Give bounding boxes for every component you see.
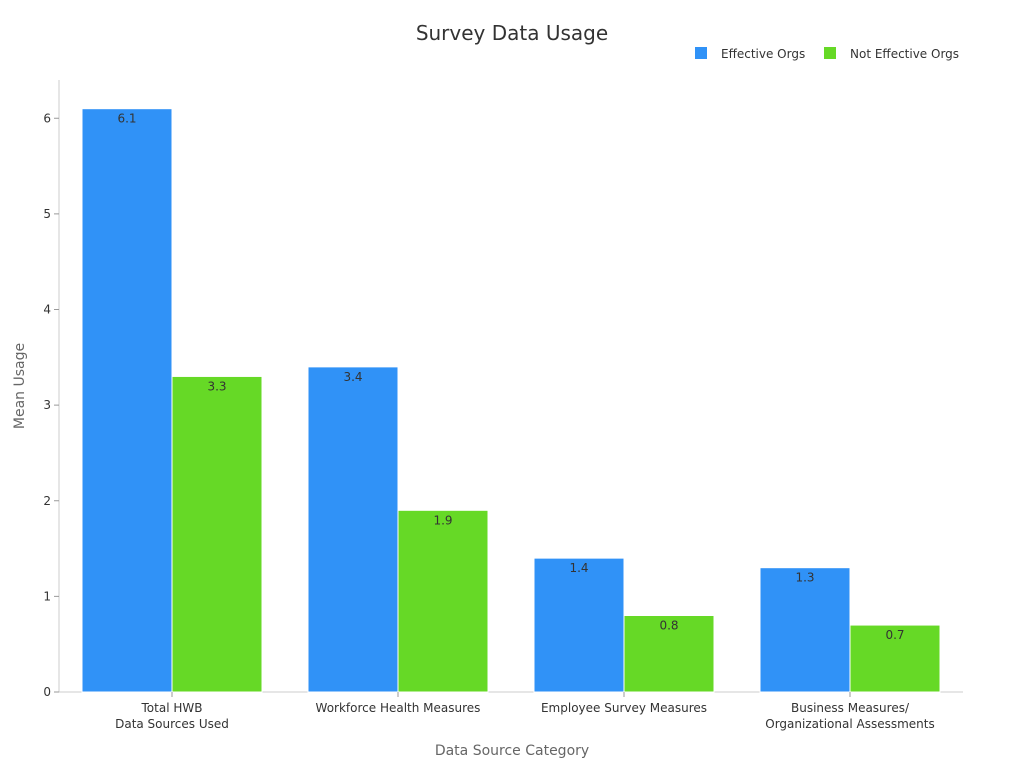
x-tick-label: Workforce Health Measures	[316, 701, 481, 715]
data-labels: 6.1 3.4 1.4 1.3 3.3 1.9 0.8 0.7	[117, 112, 904, 642]
legend: Effective Orgs Not Effective Orgs	[695, 47, 959, 61]
bars	[81, 108, 941, 693]
x-tick-label: Organizational Assessments	[765, 717, 934, 731]
legend-swatch	[695, 47, 707, 59]
x-tick-label: Employee Survey Measures	[541, 701, 707, 715]
bar-not-effective-orgs-3	[849, 624, 941, 693]
legend-label: Effective Orgs	[721, 47, 805, 61]
legend-label: Not Effective Orgs	[850, 47, 959, 61]
x-tick-label: Data Sources Used	[115, 717, 229, 731]
y-axis-ticks: 0 1 2 3 4 5 6	[43, 111, 59, 699]
bar-not-effective-orgs-1	[397, 509, 489, 693]
bar-value-label: 3.3	[207, 379, 226, 393]
bar-effective-orgs-3	[759, 567, 851, 693]
bar-value-label: 1.3	[795, 571, 814, 585]
bar-value-label: 3.4	[343, 370, 362, 384]
y-tick-label: 0	[43, 685, 51, 699]
bar-value-label: 0.8	[659, 619, 678, 633]
bar-value-label: 0.7	[885, 628, 904, 642]
legend-swatch	[824, 47, 836, 59]
y-tick-label: 2	[43, 494, 51, 508]
x-axis-ticks: Total HWB Data Sources Used Workforce Heal…	[115, 692, 935, 731]
y-axis-title: Mean Usage	[12, 343, 28, 429]
bar-effective-orgs-1	[307, 366, 399, 693]
chart-title: Survey Data Usage	[416, 21, 608, 45]
y-tick-label: 5	[43, 207, 51, 221]
y-tick-label: 4	[43, 303, 51, 317]
bar-effective-orgs-0	[81, 108, 173, 693]
bar-value-label: 1.4	[569, 561, 588, 575]
y-tick-label: 6	[43, 111, 51, 125]
bar-value-label: 6.1	[117, 112, 136, 126]
bar-not-effective-orgs-2	[623, 615, 715, 693]
x-tick-label: Business Measures/	[791, 701, 910, 715]
x-axis-title: Data Source Category	[435, 743, 589, 759]
bar-not-effective-orgs-0	[171, 375, 263, 693]
bar-effective-orgs-2	[533, 557, 625, 693]
x-tick-label: Total HWB	[141, 701, 203, 715]
bar-value-label: 1.9	[433, 513, 452, 527]
y-tick-label: 1	[43, 589, 51, 603]
y-tick-label: 3	[43, 398, 51, 412]
